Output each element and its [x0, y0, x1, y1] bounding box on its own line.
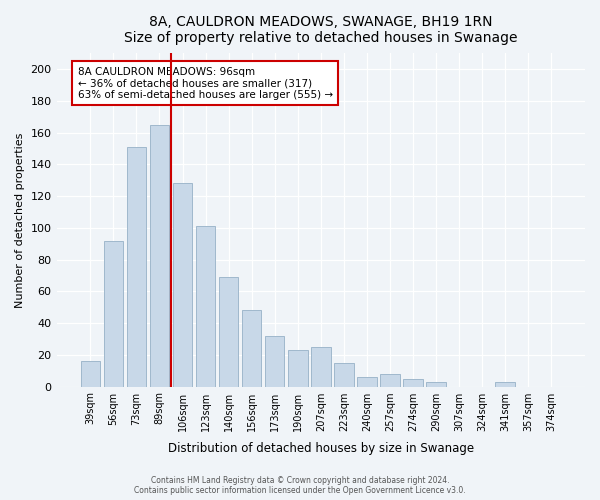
Bar: [104, 240, 123, 386]
Bar: [149, 124, 169, 386]
Bar: [127, 147, 146, 386]
Title: 8A, CAULDRON MEADOWS, SWANAGE, BH19 1RN
Size of property relative to detached ho: 8A, CAULDRON MEADOWS, SWANAGE, BH19 1RN …: [124, 15, 518, 45]
Y-axis label: Number of detached properties: Number of detached properties: [15, 132, 25, 308]
Bar: [173, 184, 193, 386]
Bar: [426, 382, 446, 386]
Bar: [242, 310, 262, 386]
Bar: [334, 362, 353, 386]
Bar: [403, 378, 423, 386]
Bar: [80, 361, 100, 386]
Bar: [311, 347, 331, 387]
Bar: [265, 336, 284, 386]
Bar: [380, 374, 400, 386]
Bar: [357, 377, 377, 386]
Bar: [219, 277, 238, 386]
Text: Contains HM Land Registry data © Crown copyright and database right 2024.
Contai: Contains HM Land Registry data © Crown c…: [134, 476, 466, 495]
Text: 8A CAULDRON MEADOWS: 96sqm
← 36% of detached houses are smaller (317)
63% of sem: 8A CAULDRON MEADOWS: 96sqm ← 36% of deta…: [77, 66, 333, 100]
X-axis label: Distribution of detached houses by size in Swanage: Distribution of detached houses by size …: [168, 442, 474, 455]
Bar: [496, 382, 515, 386]
Bar: [288, 350, 308, 387]
Bar: [196, 226, 215, 386]
